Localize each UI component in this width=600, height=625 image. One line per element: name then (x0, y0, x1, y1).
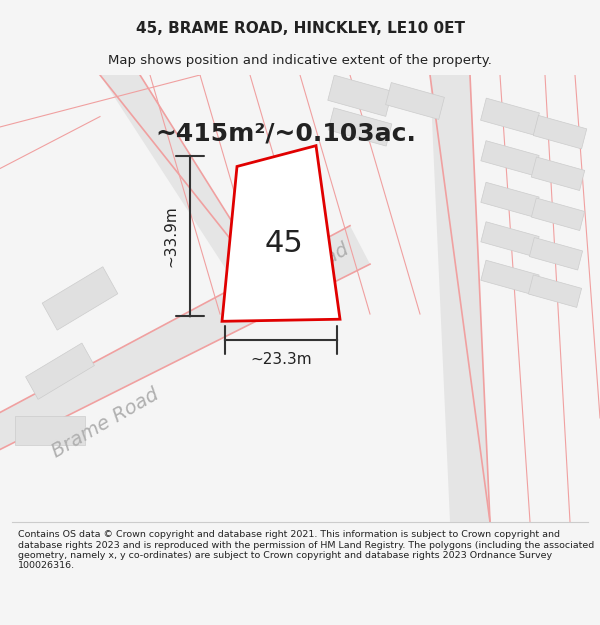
Text: 45, BRAME ROAD, HINCKLEY, LE10 0ET: 45, BRAME ROAD, HINCKLEY, LE10 0ET (136, 21, 464, 36)
Text: Brame Road: Brame Road (48, 385, 162, 461)
Text: Contains OS data © Crown copyright and database right 2021. This information is : Contains OS data © Crown copyright and d… (18, 530, 594, 571)
Polygon shape (42, 267, 118, 330)
Polygon shape (529, 275, 581, 308)
Polygon shape (328, 108, 392, 146)
Polygon shape (532, 198, 584, 231)
Polygon shape (481, 222, 539, 257)
Polygon shape (481, 98, 539, 135)
Polygon shape (481, 141, 539, 176)
Polygon shape (533, 116, 587, 149)
Polygon shape (222, 146, 340, 321)
Polygon shape (26, 343, 94, 399)
Polygon shape (531, 157, 585, 191)
Polygon shape (481, 260, 539, 295)
Text: Brame Road: Brame Road (238, 239, 352, 316)
Polygon shape (328, 75, 392, 116)
Polygon shape (15, 416, 85, 445)
Polygon shape (529, 238, 583, 270)
Polygon shape (0, 226, 370, 459)
Polygon shape (481, 182, 539, 217)
Polygon shape (100, 75, 290, 314)
Polygon shape (430, 75, 490, 522)
Text: ~23.3m: ~23.3m (250, 352, 312, 367)
Text: ~33.9m: ~33.9m (163, 205, 178, 267)
Polygon shape (386, 82, 445, 119)
Text: Map shows position and indicative extent of the property.: Map shows position and indicative extent… (108, 54, 492, 67)
Text: ~415m²/~0.103ac.: ~415m²/~0.103ac. (155, 122, 416, 146)
Text: 45: 45 (265, 229, 303, 258)
